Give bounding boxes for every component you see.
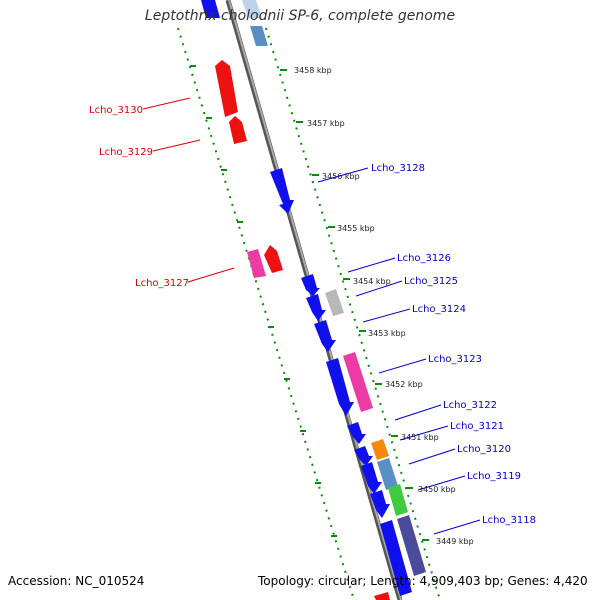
gene-lcho-3120[interactable] <box>361 462 382 494</box>
gene-label-lcho-3126[interactable]: Lcho_3126 <box>397 253 451 264</box>
map-title: Leptothrix cholodnii SP-6, complete geno… <box>144 8 456 24</box>
gene-red-bottom[interactable] <box>374 592 390 600</box>
leader-line-lcho-3129 <box>152 139 201 152</box>
gene-lcho-3121-orange[interactable] <box>371 439 389 460</box>
kbp-tick-label: 3453 kbp <box>368 329 406 338</box>
gene-label-lcho-3120[interactable]: Lcho_3120 <box>457 444 511 455</box>
gene-lcho-3127[interactable] <box>247 249 266 278</box>
genome-summary-text: Topology: circular; Length: 4,909,403 bp… <box>258 574 588 588</box>
leader-line-lcho-3123 <box>378 358 427 374</box>
kbp-tick-label: 3457 kbp <box>307 119 345 128</box>
kbp-tick-label: 3450 kbp <box>418 485 456 494</box>
gene-lightblue[interactable] <box>242 0 262 18</box>
leader-line-lcho-3119 <box>417 475 466 491</box>
gene-lcho-3127b[interactable] <box>264 245 283 273</box>
leader-line-lcho-3121 <box>399 425 449 441</box>
gene-lcho-3128[interactable] <box>270 168 294 214</box>
gene-label-lcho-3123[interactable]: Lcho_3123 <box>428 354 482 365</box>
gene-label-lcho-3118[interactable]: Lcho_3118 <box>482 515 536 526</box>
kbp-tick-label: 3456 kbp <box>322 172 360 181</box>
gene-lcho-3119[interactable] <box>370 490 390 518</box>
kbp-tick-label: 3452 kbp <box>385 380 423 389</box>
leader-line-lcho-3118 <box>433 519 481 535</box>
gene-label-lcho-3124[interactable]: Lcho_3124 <box>412 304 466 315</box>
gene-lcho-3121[interactable] <box>354 446 373 466</box>
gene-label-lcho-3125[interactable]: Lcho_3125 <box>404 276 458 287</box>
gene-lcho-3118[interactable] <box>380 520 412 596</box>
gene-lcho-3125-grey[interactable] <box>325 289 344 316</box>
gene-lcho-3124[interactable] <box>314 320 336 352</box>
leader-line-lcho-3122 <box>394 404 442 421</box>
leader-line-lcho-3128 <box>317 167 369 183</box>
gene-label-lcho-3121[interactable]: Lcho_3121 <box>450 421 504 432</box>
gene-label-lcho-3130[interactable]: Lcho_3130 <box>89 105 143 116</box>
gene-lcho-3130[interactable] <box>215 60 238 117</box>
gene-blue[interactable] <box>201 0 220 18</box>
gene-lcho-3123[interactable] <box>326 358 354 416</box>
gene-label-lcho-3127[interactable]: Lcho_3127 <box>135 278 189 289</box>
kbp-tick-label: 3454 kbp <box>353 277 391 286</box>
gene-label-lcho-3119[interactable]: Lcho_3119 <box>467 471 521 482</box>
gene-lcho-3125[interactable] <box>306 294 326 321</box>
leader-line-lcho-3120 <box>408 448 456 465</box>
kbp-tick-label: 3451 kbp <box>401 433 439 442</box>
gene-label-lcho-3122[interactable]: Lcho_3122 <box>443 400 497 411</box>
right-major-ticks <box>280 69 429 541</box>
left-dotted-track <box>177 27 355 600</box>
gene-lcho-3122[interactable] <box>347 422 366 444</box>
kbp-tick-label: 3458 kbp <box>294 66 332 75</box>
kbp-tick-label: 3455 kbp <box>337 224 375 233</box>
gene-lightblue[interactable] <box>250 26 268 46</box>
accession-text: Accession: NC_010524 <box>8 574 145 588</box>
gene-lcho-3126[interactable] <box>301 274 320 296</box>
gene-lcho-3129[interactable] <box>229 116 247 144</box>
leader-line-lcho-3124 <box>362 308 411 323</box>
kbp-tick-label: 3449 kbp <box>436 537 474 546</box>
gene-label-lcho-3129[interactable]: Lcho_3129 <box>99 147 153 158</box>
gene-lcho-3119-green[interactable] <box>388 484 408 516</box>
gene-lcho-3120-steel[interactable] <box>377 458 398 490</box>
gene-label-lcho-3128[interactable]: Lcho_3128 <box>371 163 425 174</box>
gene-lcho-3118-slate[interactable] <box>397 515 426 576</box>
leader-line-lcho-3126 <box>347 257 396 273</box>
leader-line-lcho-3127 <box>187 267 235 283</box>
gene-lcho-3123-pink[interactable] <box>343 352 373 412</box>
leader-line-lcho-3130 <box>142 97 191 110</box>
leader-line-lcho-3125 <box>355 280 403 297</box>
